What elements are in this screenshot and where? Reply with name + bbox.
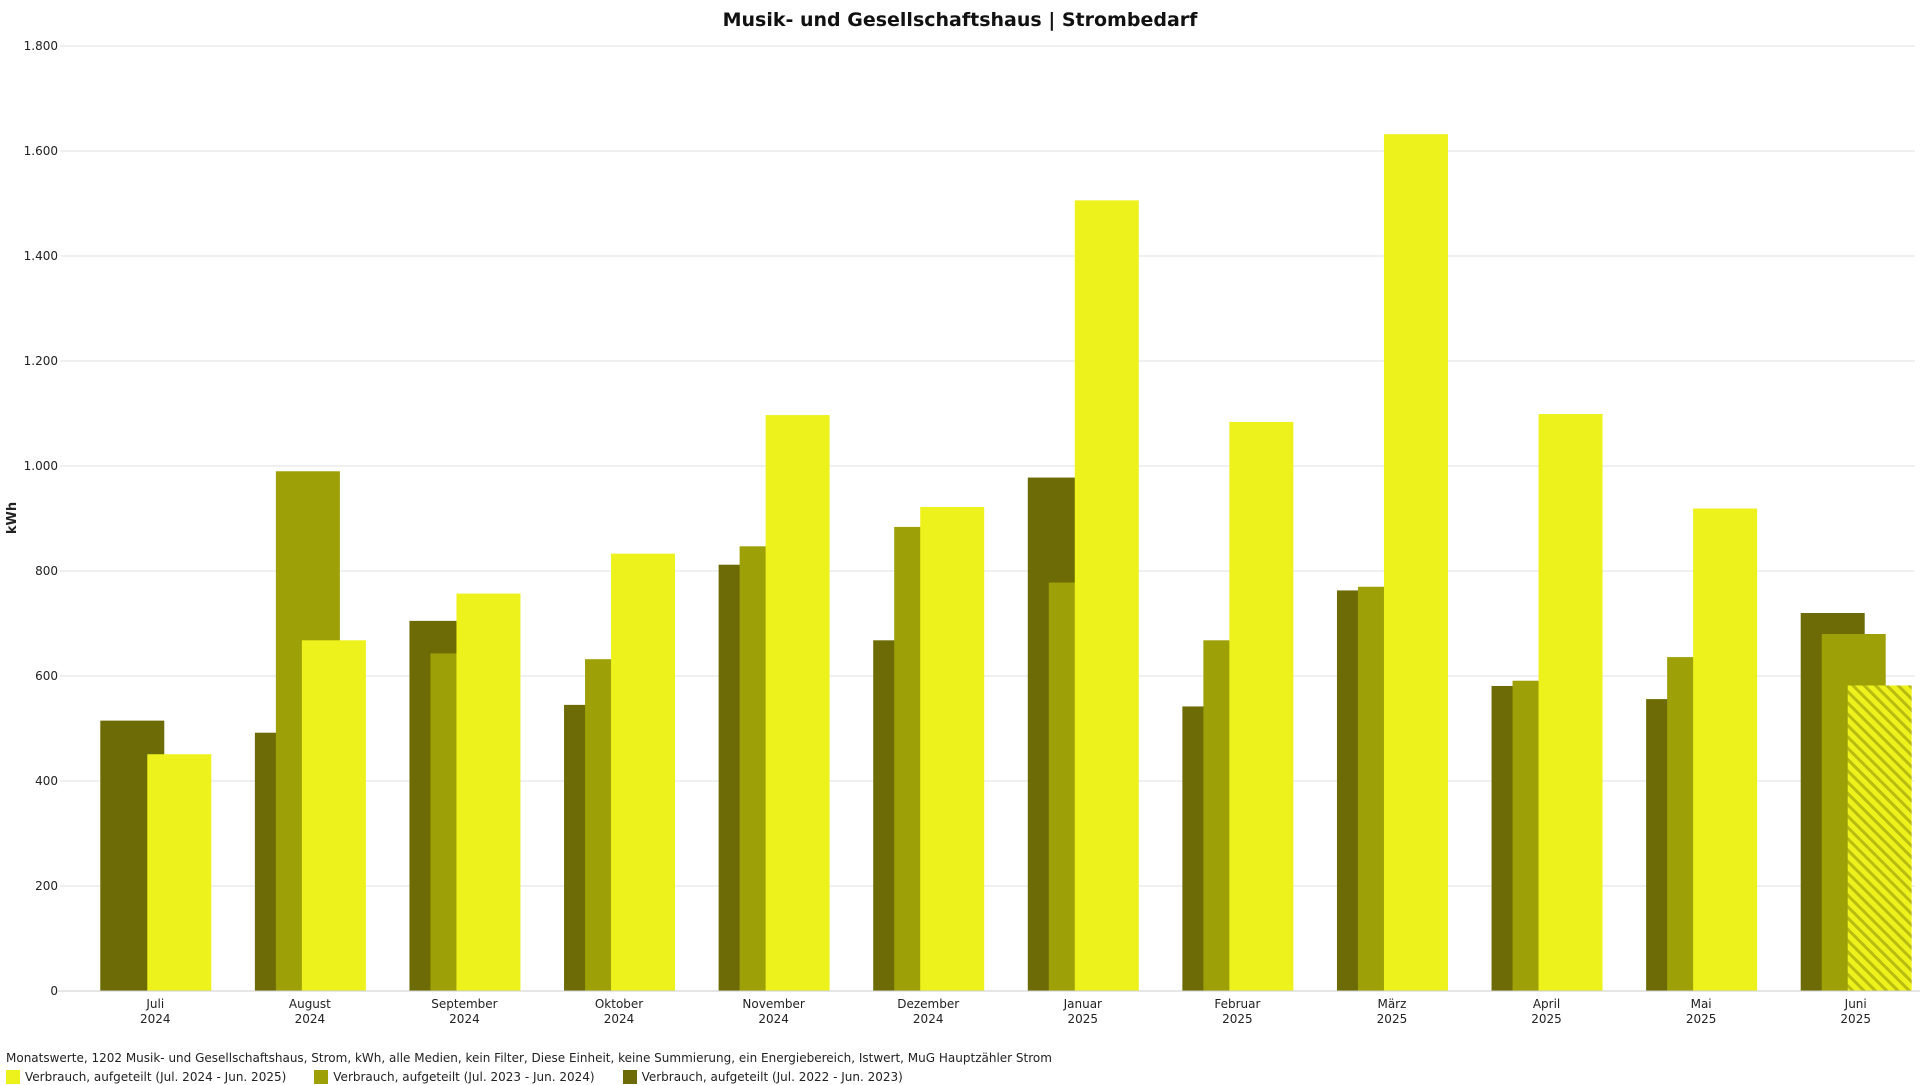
y-tick-label: 1.200 bbox=[24, 354, 58, 368]
x-tick-month: August bbox=[289, 997, 331, 1011]
bar-dezember-2024-series-2[interactable] bbox=[920, 506, 985, 991]
x-tick-month: November bbox=[742, 997, 804, 1011]
chart-footer-description: Monatswerte, 1202 Musik- und Gesellschaf… bbox=[6, 1051, 1052, 1065]
x-tick-month: Juni bbox=[1844, 997, 1867, 1011]
y-tick-label: 1.600 bbox=[24, 144, 58, 158]
bar-februar-2025-series-2[interactable] bbox=[1229, 421, 1294, 991]
legend-swatch bbox=[6, 1070, 20, 1084]
x-tick-year: 2024 bbox=[449, 1012, 480, 1026]
bar-märz-2025-series-2[interactable] bbox=[1383, 134, 1448, 991]
y-tick-label: 600 bbox=[35, 669, 58, 683]
x-tick-month: April bbox=[1533, 997, 1560, 1011]
bar-august-2024-series-2[interactable] bbox=[301, 640, 366, 991]
x-tick-year: 2025 bbox=[1840, 1012, 1871, 1026]
x-tick-year: 2024 bbox=[140, 1012, 171, 1026]
bar-april-2025-series-2[interactable] bbox=[1538, 414, 1603, 991]
legend-swatch bbox=[622, 1070, 637, 1084]
x-axis: Juli2024August2024September2024Oktober20… bbox=[140, 997, 1871, 1026]
x-tick-month: September bbox=[431, 997, 497, 1011]
x-tick-month: März bbox=[1377, 997, 1406, 1011]
x-tick-year: 2024 bbox=[758, 1012, 789, 1026]
x-tick-year: 2025 bbox=[1377, 1012, 1408, 1026]
x-tick-month: Oktober bbox=[595, 997, 643, 1011]
x-tick-year: 2024 bbox=[913, 1012, 944, 1026]
bar-januar-2025-series-2[interactable] bbox=[1074, 200, 1139, 992]
bar-mai-2025-series-2[interactable] bbox=[1693, 508, 1758, 991]
x-tick-year: 2025 bbox=[1068, 1012, 1099, 1026]
legend-item-2024-2025[interactable]: Verbrauch, aufgeteilt (Jul. 2024 - Jun. … bbox=[6, 1070, 286, 1084]
legend-swatch bbox=[314, 1070, 329, 1084]
y-tick-label: 1.400 bbox=[24, 249, 58, 263]
bar-september-2024-series-2[interactable] bbox=[456, 593, 521, 991]
x-tick-year: 2025 bbox=[1531, 1012, 1562, 1026]
x-tick-year: 2024 bbox=[604, 1012, 635, 1026]
legend: Verbrauch, aufgeteilt (Jul. 2024 - Jun. … bbox=[6, 1069, 931, 1085]
x-tick-month: Dezember bbox=[897, 997, 959, 1011]
x-tick-year: 2025 bbox=[1222, 1012, 1253, 1026]
legend-item-2022-2023[interactable]: Verbrauch, aufgeteilt (Jul. 2022 - Jun. … bbox=[622, 1070, 903, 1084]
chart-title: Musik- und Gesellschaftshaus | Strombeda… bbox=[723, 9, 1199, 31]
x-tick-year: 2024 bbox=[295, 1012, 326, 1026]
gridlines bbox=[60, 45, 1915, 887]
y-tick-label: 200 bbox=[35, 879, 58, 893]
x-tick-month: Januar bbox=[1063, 997, 1102, 1011]
x-tick-month: Mai bbox=[1691, 997, 1712, 1011]
x-tick-year: 2025 bbox=[1686, 1012, 1717, 1026]
x-tick-month: Juli bbox=[145, 997, 164, 1011]
y-tick-label: 400 bbox=[35, 774, 58, 788]
y-axis: 0 200 400 600 800 1.000 1.200 1.400 1.600 1.800 bbox=[24, 39, 58, 998]
x-tick-month: Februar bbox=[1214, 997, 1260, 1011]
bar-november-2024-series-2[interactable] bbox=[765, 415, 830, 991]
y-tick-label: 1.000 bbox=[24, 459, 58, 473]
legend-label: Verbrauch, aufgeteilt (Jul. 2024 - Jun. … bbox=[25, 1070, 287, 1084]
bar-juli-2024-series-2[interactable] bbox=[147, 754, 212, 991]
bars bbox=[100, 134, 1912, 992]
legend-label: Verbrauch, aufgeteilt (Jul. 2022 - Jun. … bbox=[641, 1070, 903, 1084]
y-tick-label: 800 bbox=[35, 564, 58, 578]
y-axis-label: kWh bbox=[5, 502, 20, 534]
bar-juni-2025-series-2[interactable] bbox=[1847, 685, 1912, 991]
bar-oktober-2024-series-2[interactable] bbox=[611, 553, 676, 991]
y-tick-label: 1.800 bbox=[24, 39, 58, 53]
legend-label: Verbrauch, aufgeteilt (Jul. 2023 - Jun. … bbox=[333, 1070, 595, 1084]
legend-item-2023-2024[interactable]: Verbrauch, aufgeteilt (Jul. 2023 - Jun. … bbox=[314, 1070, 595, 1084]
y-tick-label: 0 bbox=[50, 984, 58, 998]
